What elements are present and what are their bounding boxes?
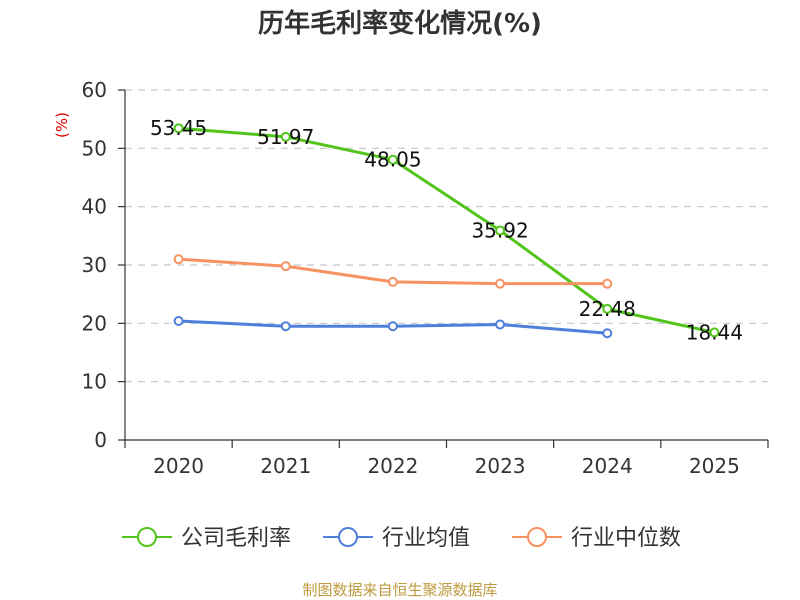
data-point xyxy=(495,225,506,236)
y-tick-label: 0 xyxy=(94,428,107,452)
data-point xyxy=(387,276,398,287)
chart-title: 历年毛利率变化情况(%) xyxy=(258,8,542,39)
data-label: 48.05 xyxy=(364,148,421,172)
x-tick-label: 2025 xyxy=(689,454,740,478)
data-point xyxy=(280,261,291,272)
data-point xyxy=(495,278,506,289)
data-label: 53.45 xyxy=(150,116,207,140)
y-tick-label: 50 xyxy=(82,136,107,160)
data-point xyxy=(602,303,613,314)
data-point xyxy=(280,321,291,332)
x-tick-label: 2023 xyxy=(475,454,526,478)
series-2 xyxy=(173,254,613,289)
series-group xyxy=(173,123,720,339)
data-point xyxy=(602,278,613,289)
data-label: 35.92 xyxy=(471,218,528,242)
legend-circle-icon xyxy=(338,527,358,547)
x-tick-label: 2024 xyxy=(582,454,633,478)
data-labels: 53.45 51.97 48.05 35.92 22.48 18.44 xyxy=(150,116,743,344)
legend-item-1[interactable]: 行业均值 xyxy=(323,526,470,551)
series-1 xyxy=(173,316,613,339)
data-point xyxy=(387,154,398,165)
data-label: 18.44 xyxy=(686,320,743,344)
grid-lines xyxy=(125,89,768,383)
series-line xyxy=(177,126,716,334)
data-point xyxy=(173,316,184,326)
data-label: 51.97 xyxy=(257,125,314,149)
series-0 xyxy=(173,123,720,338)
legend: 公司毛利率 行业均值 行业中位数 xyxy=(122,526,681,551)
y-tick-label: 60 xyxy=(82,78,107,102)
legend-circle-icon xyxy=(527,527,547,547)
data-point xyxy=(173,254,184,265)
data-point xyxy=(495,319,506,330)
source-footnote: 制图数据来自恒生聚源数据库 xyxy=(302,581,497,599)
legend-item-0[interactable]: 公司毛利率 xyxy=(122,526,291,551)
y-axis-unit-label: (%) xyxy=(53,112,71,138)
data-label: 22.48 xyxy=(579,297,636,321)
legend-circle-icon xyxy=(137,527,157,547)
legend-label: 行业均值 xyxy=(382,526,470,551)
y-tick-label: 10 xyxy=(82,370,107,394)
legend-label: 行业中位数 xyxy=(571,526,681,551)
data-point xyxy=(173,123,184,134)
x-tick-label: 2021 xyxy=(260,454,311,478)
x-tick-label: 2020 xyxy=(153,454,204,478)
legend-item-2[interactable]: 行业中位数 xyxy=(512,526,681,551)
y-tick-label: 20 xyxy=(82,311,107,335)
data-point xyxy=(709,327,720,338)
data-point xyxy=(280,131,291,142)
y-tick-label: 40 xyxy=(82,195,107,219)
data-point xyxy=(387,321,398,332)
axes: 0 10 20 30 40 50 60 2020 2021 2022 2023 2024 2025 xyxy=(82,78,769,478)
data-point xyxy=(602,328,613,339)
legend-label: 公司毛利率 xyxy=(181,526,291,551)
y-tick-label: 30 xyxy=(82,253,107,277)
x-tick-label: 2022 xyxy=(367,454,418,478)
